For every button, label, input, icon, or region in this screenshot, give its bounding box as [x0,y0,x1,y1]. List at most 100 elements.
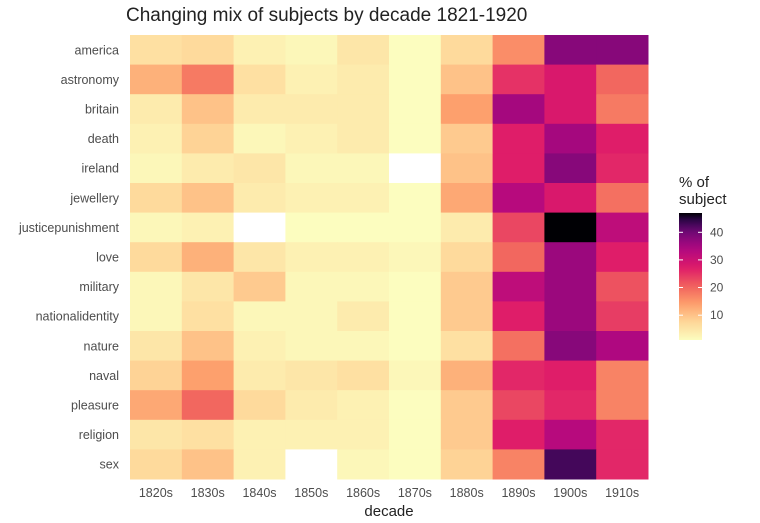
heatmap-cell-religion-1880s [440,419,494,450]
heatmap-cell-pleasure-1900s [544,390,597,421]
heatmap-cell-naval-1830s [181,360,235,391]
heatmap-cell-ireland-1860s [337,153,390,184]
heatmap-cell-military-1840s [233,271,286,302]
heatmap-cell-pleasure-1820s [130,390,183,421]
heatmap-cell-nature-1900s [544,331,597,362]
heatmap-cell-britain-1890s [492,94,545,125]
heatmap-cell-britain-1830s [181,94,235,125]
y-tick-label-america: america [75,43,120,57]
heatmap-cell-love-1890s [492,242,545,273]
heatmap-cell-pleasure-1830s [181,390,235,421]
heatmap-cell-nature-1910s [596,331,649,362]
x-axis-title: decade [364,503,413,520]
chart-title: Changing mix of subjects by decade 1821-… [126,5,527,26]
legend-tick-label-10: 10 [710,308,724,322]
heatmap-cell-ireland-1880s [440,153,494,184]
heatmap-cell-sex-1860s [337,449,390,480]
heatmap-cell-military-1820s [130,271,183,302]
y-tick-label-death: death [88,132,119,146]
heatmap-cell-nationalidentity-1880s [440,301,494,332]
heatmap-cell-love-1910s [596,242,649,273]
heatmap-cell-nature-1870s [389,331,442,362]
heatmap-cell-sex-1910s [596,449,649,480]
heatmap-cell-nationalidentity-1850s [285,301,338,332]
heatmap-cell-religion-1870s [389,419,442,450]
heatmap-cell-nature-1880s [440,331,494,362]
heatmap-cell-ireland-1870s [389,153,442,184]
heatmap-cell-america-1880s [440,35,494,66]
heatmap-cell-jewellery-1830s [181,183,235,214]
heatmap-cell-naval-1840s [233,360,286,391]
heatmap-cell-jewellery-1870s [389,183,442,214]
heatmap-cell-ireland-1910s [596,153,649,184]
heatmap-cell-love-1840s [233,242,286,273]
heatmap-cell-death-1850s [285,123,338,154]
heatmap-cell-death-1910s [596,123,649,154]
x-tick-label-1840s: 1840s [242,486,276,500]
heatmap-cell-nationalidentity-1830s [181,301,235,332]
heatmap-cell-america-1870s [389,35,442,66]
x-tick-label-1820s: 1820s [139,486,173,500]
heatmap-cell-jewellery-1840s [233,183,286,214]
heatmap-cell-religion-1910s [596,419,649,450]
heatmap-cell-astronomy-1820s [130,64,183,95]
heatmap-cell-pleasure-1880s [440,390,494,421]
heatmap-cell-naval-1850s [285,360,338,391]
heatmap-cell-naval-1900s [544,360,597,391]
heatmap-cell-britain-1860s [337,94,390,125]
heatmap-cell-astronomy-1860s [337,64,390,95]
heatmap-cell-military-1900s [544,271,597,302]
heatmap-cell-britain-1880s [440,94,494,125]
heatmap-cell-death-1820s [130,123,183,154]
heatmap-cell-jewellery-1910s [596,183,649,214]
heatmap-cell-ireland-1850s [285,153,338,184]
heatmap-cell-astronomy-1910s [596,64,649,95]
heatmap-cell-pleasure-1850s [285,390,338,421]
legend-tick-label-30: 30 [710,253,724,267]
x-tick-label-1910s: 1910s [605,486,639,500]
heatmap-cell-justicepunishment-1850s [285,212,338,243]
color-legend: % of subject 10 20 30 40 [679,174,727,340]
heatmap-cell-sex-1870s [389,449,442,480]
heatmap-cell-astronomy-1840s [233,64,286,95]
heatmap-cell-death-1840s [233,123,286,154]
heatmap-cell-nature-1850s [285,331,338,362]
heatmap-cell-military-1870s [389,271,442,302]
legend-tick-label-20: 20 [710,281,724,295]
heatmap-cell-jewellery-1890s [492,183,545,214]
y-tick-label-ireland: ireland [81,162,119,176]
heatmap-cell-america-1900s [544,35,597,66]
heatmap-cell-nationalidentity-1860s [337,301,390,332]
x-tick-label-1850s: 1850s [294,486,328,500]
heatmap-cell-naval-1890s [492,360,545,391]
heatmap-cell-justicepunishment-1890s [492,212,545,243]
heatmap-cell-britain-1870s [389,94,442,125]
heatmap-cell-britain-1910s [596,94,649,125]
heatmap-cell-jewellery-1850s [285,183,338,214]
y-tick-label-sex: sex [100,458,120,472]
legend-tick-label-40: 40 [710,225,724,239]
heatmap-cell-naval-1820s [130,360,183,391]
heatmap-cell-military-1850s [285,271,338,302]
heatmap-cell-naval-1860s [337,360,390,391]
heatmap-cell-britain-1820s [130,94,183,125]
heatmap-cell-america-1840s [233,35,286,66]
heatmap-cell-america-1850s [285,35,338,66]
heatmap-cell-love-1900s [544,242,597,273]
heatmap-cell-justicepunishment-1860s [337,212,390,243]
heatmap-cell-pleasure-1860s [337,390,390,421]
heatmap-cell-religion-1900s [544,419,597,450]
y-tick-label-pleasure: pleasure [71,399,119,413]
heatmap-cell-justicepunishment-1840s [233,212,286,243]
heatmap-cell-love-1820s [130,242,183,273]
heatmap-cell-america-1890s [492,35,545,66]
heatmap-cell-sex-1820s [130,449,183,480]
heatmap-cell-sex-1850s [285,449,338,480]
heatmap-cell-jewellery-1820s [130,183,183,214]
heatmap-cell-justicepunishment-1900s [544,212,597,243]
heatmap-cell-love-1880s [440,242,494,273]
x-tick-label-1860s: 1860s [346,486,380,500]
heatmap-cell-pleasure-1870s [389,390,442,421]
heatmap-cell-ireland-1830s [181,153,235,184]
heatmap-cell-britain-1840s [233,94,286,125]
